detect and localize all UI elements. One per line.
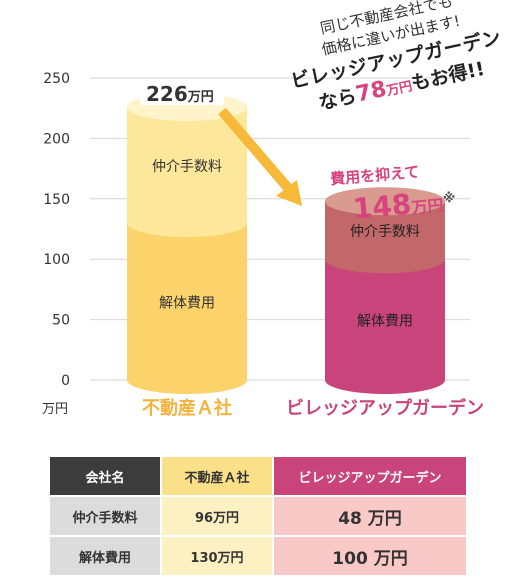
- cell-village-up: 100 万円: [274, 537, 466, 575]
- savings-arrow-head: [276, 180, 302, 206]
- cell-company-a: 130万円: [162, 537, 272, 575]
- y-axis-ticks: 0 50 100 150 200 250: [43, 71, 70, 389]
- y-tick-label: 250: [43, 71, 70, 87]
- row-label: 仲介手数料: [50, 497, 160, 535]
- y-tick-label: 100: [43, 252, 70, 268]
- bar-segment-bottom: [325, 366, 445, 394]
- bar-segment-bottom: [325, 245, 445, 274]
- category-labels: 不動産Ａ社 ビレッジアップガーデン: [142, 397, 484, 419]
- bar-segment: [325, 259, 445, 380]
- y-axis-unit-label: 万円: [42, 402, 68, 417]
- reduction-line1: 費用を抑えて: [330, 163, 420, 189]
- bar-segment: [127, 222, 247, 380]
- series-label: 解体費用: [357, 314, 413, 330]
- table-header-row: 会社名 不動産Ａ社 ビレッジアップガーデン: [50, 457, 466, 495]
- total-a-label: 226万円: [146, 82, 214, 106]
- table-row: 仲介手数料 96万円 48 万円: [50, 497, 466, 535]
- y-tick-label: 50: [52, 313, 70, 329]
- row-label: 解体費用: [50, 537, 160, 575]
- savings-arrow-shaft: [218, 107, 292, 192]
- y-tick-label: 200: [43, 131, 70, 147]
- series-label: 解体費用: [159, 295, 215, 311]
- bar-top-cap: [325, 187, 445, 216]
- total-a-background: [140, 82, 224, 105]
- cell-village-up: 48 万円: [274, 497, 466, 535]
- bar-segment-bottom: [127, 366, 247, 394]
- bar-segment-bottom: [127, 208, 247, 237]
- bar-segment: [127, 106, 247, 223]
- reduction-total: 148万円※: [352, 184, 458, 226]
- comparison-table: 会社名 不動産Ａ社 ビレッジアップガーデン 仲介手数料 96万円 48 万円 解…: [48, 455, 468, 577]
- table-row: 解体費用 130万円 100 万円: [50, 537, 466, 575]
- header-company-a: 不動産Ａ社: [162, 457, 272, 495]
- cell-company-a: 96万円: [162, 497, 272, 535]
- bars: [127, 92, 445, 394]
- y-tick-label: 150: [43, 192, 70, 208]
- y-tick-label: 0: [61, 373, 70, 389]
- category-label: 不動産Ａ社: [142, 397, 232, 419]
- comparison-table-wrapper: 会社名 不動産Ａ社 ビレッジアップガーデン 仲介手数料 96万円 48 万円 解…: [48, 455, 468, 577]
- header-village-up: ビレッジアップガーデン: [274, 457, 466, 495]
- series-label: 仲介手数料: [350, 224, 420, 240]
- category-label: ビレッジアップガーデン: [286, 397, 484, 419]
- header-company: 会社名: [50, 457, 160, 495]
- callout-unit: 万円: [385, 79, 414, 100]
- series-label: 仲介手数料: [152, 159, 222, 175]
